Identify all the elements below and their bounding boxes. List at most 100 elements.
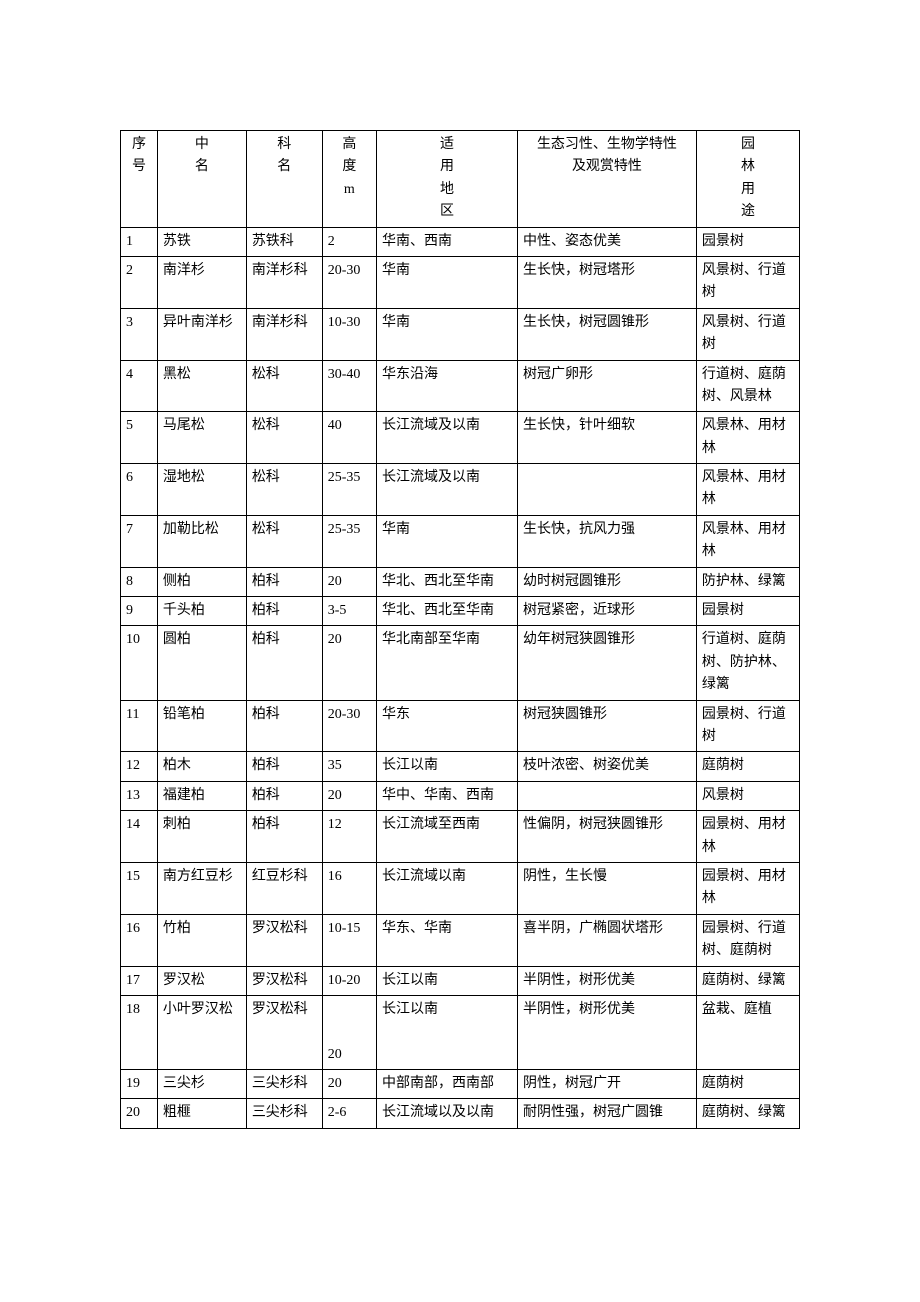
cell-region: 长江以南: [376, 966, 517, 995]
cell-name: 福建柏: [157, 781, 246, 810]
cell-height: 20: [322, 567, 376, 596]
table-row: 1苏铁苏铁科2华南、西南中性、姿态优美园景树: [121, 227, 800, 256]
cell-region: 华北、西北至华南: [376, 567, 517, 596]
cell-name: 罗汉松: [157, 966, 246, 995]
cell-characteristics: 喜半阴，广椭圆状塔形: [517, 914, 696, 966]
cell-id: 13: [121, 781, 158, 810]
cell-characteristics: 性偏阴，树冠狭圆锥形: [517, 811, 696, 863]
table-row: 14刺柏柏科12长江流域至西南性偏阴，树冠狭圆锥形园景树、用材林: [121, 811, 800, 863]
cell-family: 柏科: [246, 626, 322, 700]
cell-id: 11: [121, 700, 158, 752]
table-row: 4黑松松科30-40华东沿海树冠广卵形行道树、庭荫树、风景林: [121, 360, 800, 412]
cell-region: 华南、西南: [376, 227, 517, 256]
cell-id: 20: [121, 1099, 158, 1128]
cell-use: 行道树、庭荫树、风景林: [696, 360, 799, 412]
cell-region: 华南: [376, 515, 517, 567]
cell-characteristics: [517, 464, 696, 516]
cell-use: 园景树: [696, 227, 799, 256]
cell-family: 三尖杉科: [246, 1099, 322, 1128]
header-region: 适 用 地 区: [376, 131, 517, 228]
table-row: 15南方红豆杉红豆杉科16长江流域以南阴性，生长慢园景树、用材林: [121, 862, 800, 914]
cell-family: 柏科: [246, 781, 322, 810]
table-row: 17罗汉松罗汉松科10-20长江以南半阴性，树形优美庭荫树、绿篱: [121, 966, 800, 995]
cell-height: 20: [322, 995, 376, 1069]
cell-characteristics: 生长快，抗风力强: [517, 515, 696, 567]
cell-region: 长江流域及以南: [376, 464, 517, 516]
cell-region: 华北南部至华南: [376, 626, 517, 700]
cell-height: 10-30: [322, 308, 376, 360]
cell-use: 园景树、用材林: [696, 811, 799, 863]
cell-id: 1: [121, 227, 158, 256]
cell-use: 风景林、用材林: [696, 412, 799, 464]
cell-region: 华北、西北至华南: [376, 597, 517, 626]
cell-family: 罗汉松科: [246, 995, 322, 1069]
cell-id: 4: [121, 360, 158, 412]
cell-family: 红豆杉科: [246, 862, 322, 914]
cell-height: 20: [322, 626, 376, 700]
cell-height: 20-30: [322, 700, 376, 752]
cell-use: 园景树、行道树: [696, 700, 799, 752]
cell-region: 华中、华南、西南: [376, 781, 517, 810]
table-row: 8侧柏柏科20华北、西北至华南幼时树冠圆锥形防护林、绿篱: [121, 567, 800, 596]
cell-id: 2: [121, 256, 158, 308]
table-row: 19三尖杉三尖杉科20中部南部，西南部阴性，树冠广开庭荫树: [121, 1070, 800, 1099]
cell-family: 三尖杉科: [246, 1070, 322, 1099]
cell-family: 松科: [246, 464, 322, 516]
cell-name: 竹柏: [157, 914, 246, 966]
cell-characteristics: 耐阴性强，树冠广圆锥: [517, 1099, 696, 1128]
cell-region: 长江以南: [376, 752, 517, 781]
table-row: 20粗榧三尖杉科2-6长江流域以及以南耐阴性强，树冠广圆锥庭荫树、绿篱: [121, 1099, 800, 1128]
cell-height: 30-40: [322, 360, 376, 412]
cell-family: 柏科: [246, 811, 322, 863]
cell-height: 25-35: [322, 464, 376, 516]
table-row: 16竹柏罗汉松科10-15华东、华南喜半阴，广椭圆状塔形园景树、行道树、庭荫树: [121, 914, 800, 966]
table-row: 11铅笔柏柏科20-30华东树冠狭圆锥形园景树、行道树: [121, 700, 800, 752]
cell-height: 16: [322, 862, 376, 914]
cell-id: 9: [121, 597, 158, 626]
cell-family: 苏铁科: [246, 227, 322, 256]
cell-family: 松科: [246, 360, 322, 412]
cell-height: 12: [322, 811, 376, 863]
plant-species-table: 序 号 中 名 科 名 高 度 m 适 用 地 区 生态习性、生物学特性 及观赏…: [120, 130, 800, 1129]
cell-use: 盆栽、庭植: [696, 995, 799, 1069]
cell-height: 35: [322, 752, 376, 781]
cell-characteristics: 生长快，树冠塔形: [517, 256, 696, 308]
cell-family: 罗汉松科: [246, 914, 322, 966]
cell-family: 罗汉松科: [246, 966, 322, 995]
cell-id: 3: [121, 308, 158, 360]
cell-name: 铅笔柏: [157, 700, 246, 752]
table-row: 9千头柏柏科3-5华北、西北至华南树冠紧密，近球形园景树: [121, 597, 800, 626]
cell-family: 松科: [246, 515, 322, 567]
cell-characteristics: 中性、姿态优美: [517, 227, 696, 256]
cell-id: 17: [121, 966, 158, 995]
cell-characteristics: 阴性，树冠广开: [517, 1070, 696, 1099]
cell-height: 20: [322, 781, 376, 810]
cell-id: 16: [121, 914, 158, 966]
cell-region: 长江以南: [376, 995, 517, 1069]
cell-height: 3-5: [322, 597, 376, 626]
cell-characteristics: 阴性，生长慢: [517, 862, 696, 914]
cell-id: 10: [121, 626, 158, 700]
table-row: 5马尾松松科40长江流域及以南生长快，针叶细软风景林、用材林: [121, 412, 800, 464]
cell-height: 20: [322, 1070, 376, 1099]
table-row: 3异叶南洋杉南洋杉科10-30华南生长快，树冠圆锥形风景树、行道树: [121, 308, 800, 360]
cell-family: 柏科: [246, 597, 322, 626]
cell-name: 苏铁: [157, 227, 246, 256]
table-row: 13福建柏柏科20华中、华南、西南风景树: [121, 781, 800, 810]
cell-region: 中部南部，西南部: [376, 1070, 517, 1099]
cell-region: 华东、华南: [376, 914, 517, 966]
cell-use: 风景林、用材林: [696, 515, 799, 567]
cell-use: 园景树、行道树、庭荫树: [696, 914, 799, 966]
cell-id: 12: [121, 752, 158, 781]
cell-use: 庭荫树、绿篱: [696, 966, 799, 995]
cell-characteristics: 树冠广卵形: [517, 360, 696, 412]
cell-characteristics: 半阴性，树形优美: [517, 966, 696, 995]
cell-region: 华南: [376, 256, 517, 308]
cell-name: 柏木: [157, 752, 246, 781]
cell-use: 庭荫树: [696, 752, 799, 781]
cell-name: 圆柏: [157, 626, 246, 700]
cell-id: 19: [121, 1070, 158, 1099]
cell-name: 马尾松: [157, 412, 246, 464]
cell-use: 园景树、用材林: [696, 862, 799, 914]
cell-characteristics: 幼年树冠狭圆锥形: [517, 626, 696, 700]
